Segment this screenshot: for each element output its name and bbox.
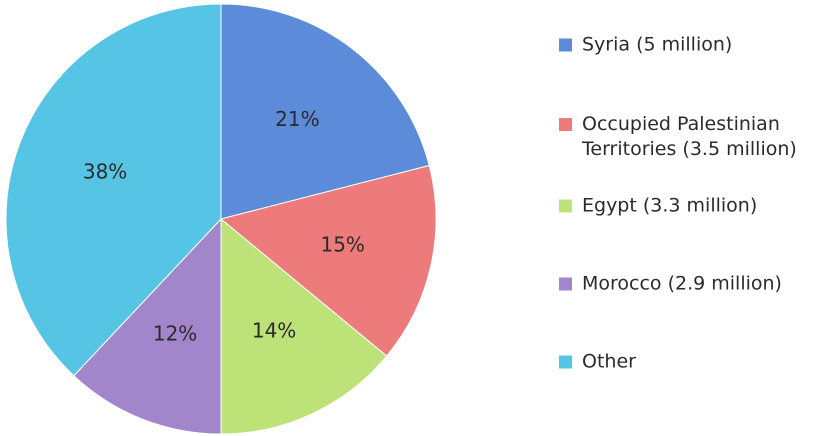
pie-slice-2 [220,217,388,435]
slice-value-label-1: 15% [320,233,364,257]
legend-swatch-4 [559,355,572,369]
pie-slice-labels: 21% 15% 14% 12% 38% [83,107,365,345]
legend-label-1: Occupied Palestinian Territories (3.5 mil… [581,113,797,160]
pie-slices [5,3,437,435]
legend-label-0: Syria (5 million) [582,34,732,56]
legend-swatch-1 [559,118,572,131]
pie-slice-0 [220,3,430,220]
pie-slice-1 [219,164,437,357]
slice-value-label-2: 14% [252,318,296,342]
legend-item-1: Occupied Palestinian Territories (3.5 mil… [559,113,797,160]
legend-item-2: Egypt (3.3 million) [559,195,757,217]
legend: Syria (5 million) Occupied Palestinian Ter… [559,34,797,373]
slice-value-label-0: 21% [275,107,319,131]
legend-swatch-3 [559,277,572,291]
pie-slice-3 [73,217,222,435]
legend-label-4: Other [582,351,636,373]
legend-item-0: Syria (5 million) [559,34,732,56]
legend-label-2: Egypt (3.3 million) [582,195,757,217]
legend-swatch-0 [559,38,572,52]
slice-value-label-4: 38% [83,160,127,184]
legend-swatch-2 [559,199,572,213]
legend-label-3: Morocco (2.9 million) [582,273,782,295]
slice-value-label-3: 12% [153,321,197,345]
legend-item-3: Morocco (2.9 million) [559,273,782,295]
pie-slice-4 [5,3,222,377]
legend-item-4: Other [559,351,636,373]
